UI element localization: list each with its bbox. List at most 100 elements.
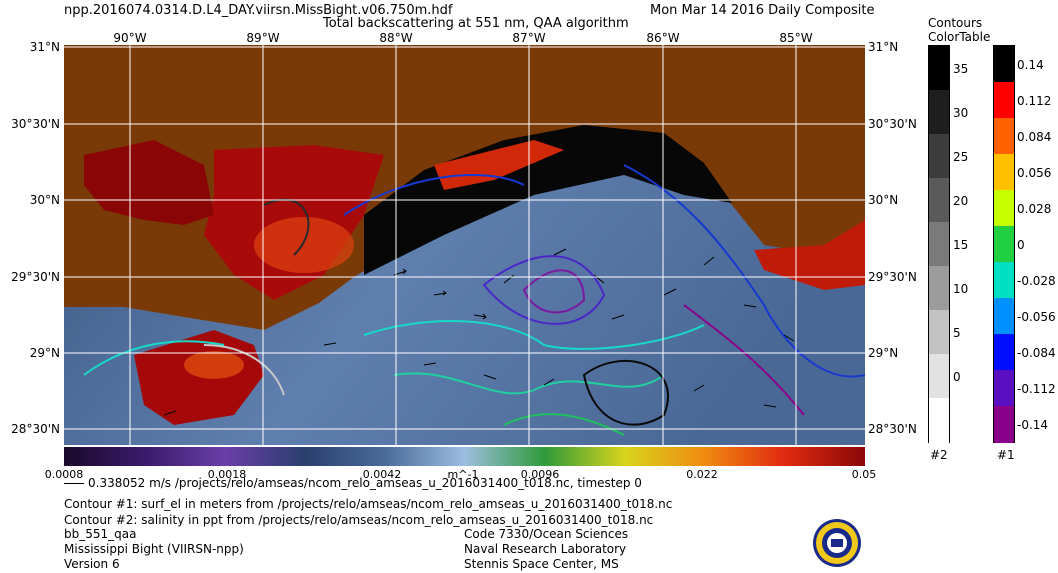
legend-color-swatch [929,398,949,443]
colorbar-tick: 0.0018 [207,468,247,481]
sediment-plume-florida [754,220,865,290]
legend-color-swatch [994,406,1014,443]
lat-label-left: 28°30'N [11,422,60,436]
legend-color-swatch [994,298,1014,335]
current-vectors [163,248,795,416]
contour-line [582,359,669,426]
date-label: Mon Mar 14 2016 Daily Composite [650,3,875,18]
legend-color-swatch [994,262,1014,299]
lat-label-right: 29°30'N [868,270,917,284]
lat-label-right: 29°N [868,346,899,360]
region-name: Mississippi Bight (VIIRSN-npp) [64,542,244,556]
contour-line [363,320,705,350]
legend-level-label: 10 [953,282,969,297]
contour-line [522,269,586,314]
lon-label: 85°W [779,31,813,45]
legend-color-swatch [994,118,1014,155]
lat-label-left: 29°N [29,346,60,360]
legend-level-label: -0.056 [1017,309,1056,324]
legend-level-label: 0.14 [1017,57,1044,72]
graticule [64,45,865,445]
legend-level-label: 0 [1017,237,1025,252]
legend-color-swatch [929,310,949,355]
legend-level-label: -0.112 [1017,381,1056,396]
colorbar-tick: 0.0042 [362,468,402,481]
legend-level-label: -0.084 [1017,345,1056,360]
legend-level-label: 25 [953,150,969,165]
lat-label-left: 30°N [29,193,60,207]
legend-title: ColorTable [928,30,991,44]
legend-footer-1: #1 [997,448,1015,462]
product-name: bb_551_qaa [64,527,137,541]
legend-level-label: 5 [953,326,961,341]
vector-scale-text: 0.338052 m/s /projects/relo/amseas/ncom_… [88,476,642,490]
nrl-seal-icon [813,519,861,567]
legend-level-label: 0.056 [1017,165,1052,180]
salinity-colorbar [928,45,950,443]
legend-level-label: 0.112 [1017,93,1052,108]
legend-color-swatch [994,82,1014,119]
legend-color-swatch [929,90,949,135]
colorbar-tick: 0.05 [851,468,877,481]
surface-elevation-colorbar [993,45,1015,443]
colorbar-units: m^-1 [447,468,479,481]
map-panel[interactable] [64,45,865,445]
legend-color-swatch [994,226,1014,263]
lon-label: 90°W [113,31,147,45]
lon-label: 86°W [646,31,680,45]
legend-color-swatch [994,370,1014,407]
lon-label: 88°W [379,31,413,45]
colorbar-tick: 0.0096 [520,468,560,481]
legend-level-label: 0 [953,370,961,385]
plume-highlight [254,217,354,273]
contour-line [203,344,285,396]
colorbar [64,447,865,466]
lat-label-right: 28°30'N [868,422,917,436]
legend-color-swatch [994,154,1014,191]
ocean-area [64,137,865,445]
legend-footer-2: #2 [930,448,948,462]
lat-label-left: 31°N [29,40,60,54]
salinity-levels: 35 30 25 20 15 10 5 0 [953,45,993,443]
contour-line [343,174,525,216]
legend-color-swatch [929,178,949,223]
contour1-description: Contour #1: surf_el in meters from /proj… [64,497,673,511]
contour-line [83,340,225,376]
lat-label-right: 31°N [868,40,899,54]
contour-line [263,198,310,256]
legend-level-label: 15 [953,238,969,253]
legend-level-label: 20 [953,194,969,209]
filename-label: npp.2016074.0314.D.L4_DAY.viirsn.MissBig… [64,3,453,18]
lon-label: 89°W [246,31,280,45]
plume-highlight [184,351,244,379]
legend-color-swatch [994,46,1014,83]
legend-level-label: -0.14 [1017,417,1049,432]
legend-color-swatch [929,354,949,399]
colorbar-tick: 0.022 [686,468,718,481]
backscatter-map [64,45,865,445]
vector-scale-arrow [64,483,84,484]
map-title: Total backscattering at 551 nm, QAA algo… [323,16,629,31]
legend-title: Contours [928,16,983,30]
legend-color-swatch [929,46,949,91]
legend-level-label: 35 [953,62,969,77]
legend-level-label: 30 [953,106,969,121]
contour-line [393,372,665,395]
legend-level-label: 0.028 [1017,201,1052,216]
lat-label-left: 29°30'N [11,270,60,284]
org-name: Naval Research Laboratory [464,542,627,556]
sediment-plume-east [434,140,564,190]
version-label: Version 6 [64,557,120,571]
surface-elevation-levels: 0.14 0.112 0.084 0.056 0.028 0 -0.028 -0.056 -0.… [1017,45,1057,443]
colorbar-tick: 0.0008 [44,468,84,481]
contour-line [623,164,865,378]
lat-label-right: 30°30'N [868,117,917,131]
marsh-area [84,140,214,225]
legend-color-swatch [994,334,1014,371]
legend-level-label: -0.028 [1017,273,1056,288]
legend-color-swatch [929,266,949,311]
contour2-description: Contour #2: salinity in ppt from /projec… [64,513,654,527]
org-code: Code 7330/Ocean Sciences [464,527,629,541]
legend-color-swatch [994,190,1014,227]
legend-color-swatch [929,222,949,267]
